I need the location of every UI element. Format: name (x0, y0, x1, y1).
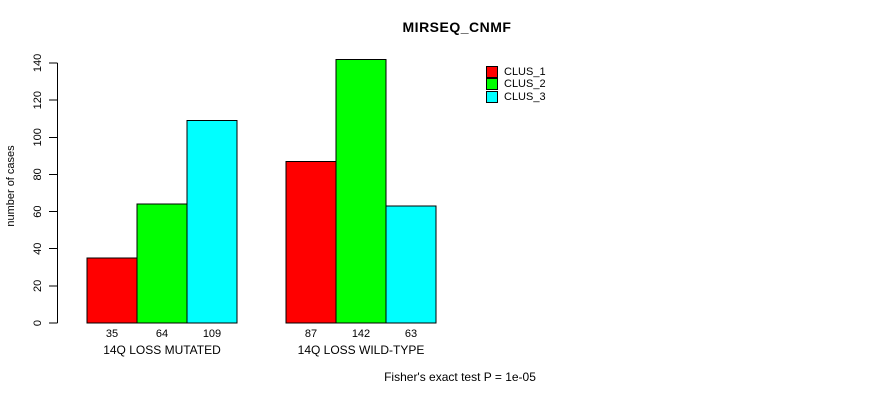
legend-item: CLUS_1 (486, 66, 546, 79)
group-label: 14Q LOSS MUTATED (103, 343, 221, 357)
bar-value-label: 109 (203, 328, 221, 340)
bar (335, 58, 387, 324)
y-axis-tick-label: 40 (32, 243, 44, 255)
bar-value-label: 142 (352, 328, 370, 340)
bar (385, 205, 437, 324)
legend-color-swatch (486, 66, 498, 79)
bar-value-label: 87 (305, 328, 317, 340)
bar-value-label: 63 (405, 328, 417, 340)
legend-label: CLUS_1 (504, 66, 546, 79)
group-label: 14Q LOSS WILD-TYPE (298, 343, 425, 357)
fisher-test-caption: Fisher's exact test P = 1e-05 (384, 370, 536, 384)
legend-label: CLUS_2 (504, 78, 546, 91)
legend: CLUS_1 CLUS_2 CLUS_3 (486, 66, 546, 103)
chart-title: MIRSEQ_CNMF (402, 19, 512, 35)
y-axis-tick-label: 20 (32, 280, 44, 292)
bar (186, 120, 238, 324)
legend-color-swatch (486, 78, 498, 91)
y-axis-tick-label: 80 (32, 168, 44, 180)
y-axis-tick-label: 0 (32, 320, 44, 326)
y-axis-tick-label: 120 (32, 91, 44, 109)
y-axis-tick-label: 100 (32, 128, 44, 146)
bar (86, 257, 138, 324)
bar-value-label: 35 (106, 328, 118, 340)
y-axis-tick-label: 60 (32, 205, 44, 217)
legend-label: CLUS_3 (504, 90, 546, 103)
y-axis-tick-label: 140 (32, 54, 44, 72)
bar-value-label: 64 (156, 328, 168, 340)
legend-color-swatch (486, 90, 498, 103)
bar (136, 203, 188, 324)
bar (285, 160, 337, 324)
legend-item: CLUS_3 (486, 90, 546, 103)
y-axis-label: number of cases (5, 145, 17, 227)
legend-item: CLUS_2 (486, 78, 546, 91)
